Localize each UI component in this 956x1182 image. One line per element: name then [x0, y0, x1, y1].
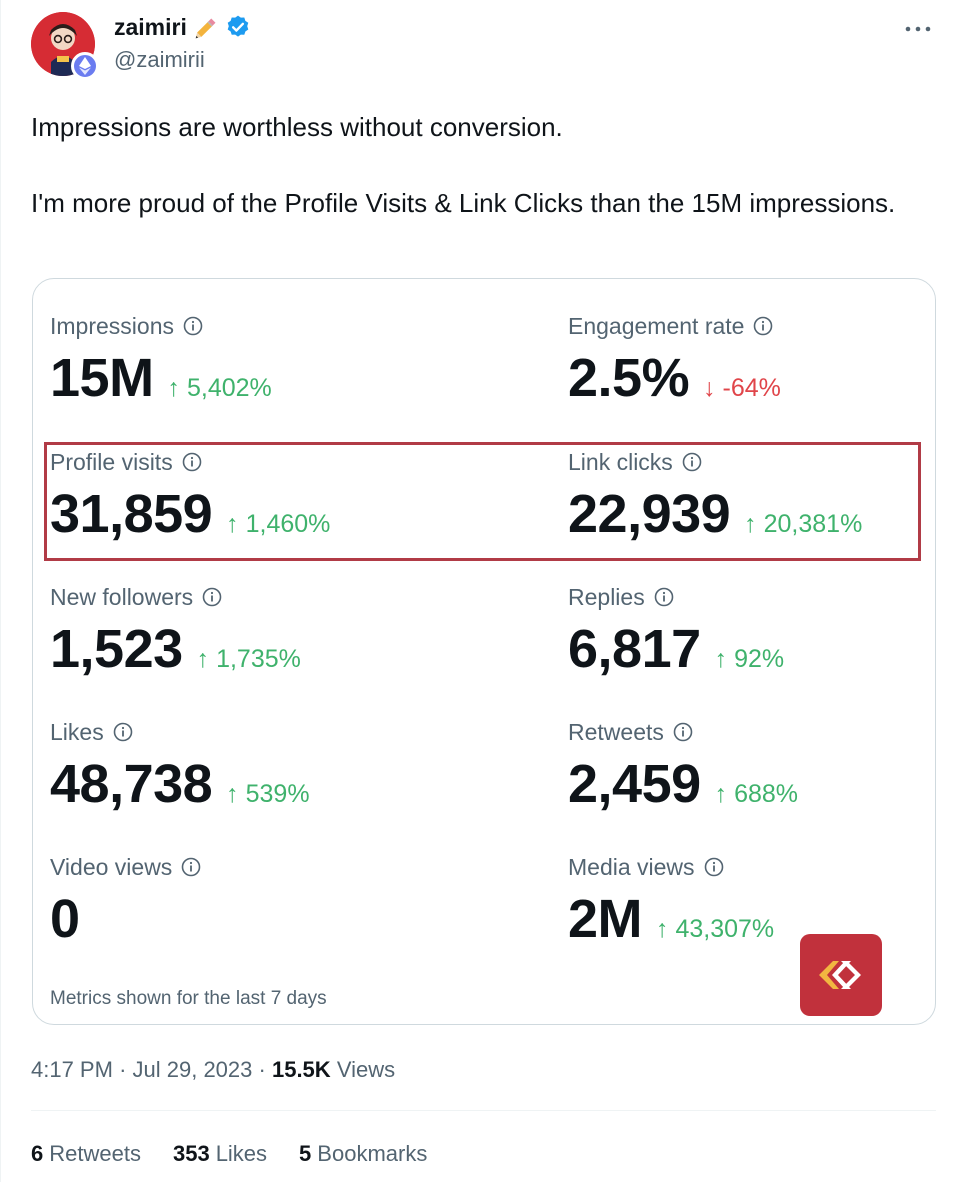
- likes-label: Likes: [215, 1141, 268, 1166]
- metric-label: Media views: [568, 854, 695, 880]
- metric-label: New followers: [50, 584, 194, 610]
- engagement-stats: 6 Retweets 353 Likes 5 Bookmarks: [31, 1140, 459, 1168]
- metric-change: ↑ 43,307%: [656, 915, 775, 943]
- more-horizontal-icon: [905, 26, 931, 32]
- tweet-time[interactable]: 4:17 PM: [31, 1057, 113, 1082]
- metric-change: ↑ 688%: [714, 780, 799, 808]
- divider: [31, 1110, 936, 1111]
- metric-value: 0: [50, 889, 80, 949]
- info-icon[interactable]: [753, 316, 773, 336]
- metrics-footnote: Metrics shown for the last 7 days: [50, 988, 327, 1009]
- metric-value: 6,817: [568, 619, 701, 679]
- separator-dot: ·: [119, 1057, 133, 1082]
- metric-value: 22,939: [568, 484, 731, 544]
- author-name-row[interactable]: zaimiri: [114, 12, 251, 42]
- metric-change: ↑ 1,735%: [196, 645, 301, 673]
- metric-label: Impressions: [50, 313, 174, 339]
- separator-dot: ·: [258, 1057, 272, 1082]
- retweets-label: Retweets: [49, 1141, 141, 1166]
- retweets-count: 6: [31, 1141, 44, 1166]
- metric-engagement-rate: Engagement rate 2.5% ↓ -64%: [568, 311, 935, 409]
- metric-change: ↑ 92%: [714, 645, 785, 673]
- info-icon[interactable]: [673, 722, 693, 742]
- metric-likes: Likes 48,738 ↑ 539%: [50, 717, 470, 815]
- tweet-text-line-2: I'm more proud of the Profile Visits & L…: [31, 188, 896, 218]
- bookmarks-label: Bookmarks: [317, 1141, 428, 1166]
- metric-value: 1,523: [50, 619, 183, 679]
- info-icon[interactable]: [113, 722, 133, 742]
- metric-label: Link clicks: [568, 449, 673, 475]
- info-icon[interactable]: [654, 587, 674, 607]
- metric-label: Profile visits: [50, 449, 173, 475]
- metric-value: 48,738: [50, 754, 213, 814]
- ethereum-icon: [71, 52, 99, 80]
- tweet-date[interactable]: Jul 29, 2023: [132, 1057, 253, 1082]
- avatar[interactable]: [31, 12, 99, 80]
- more-options-button[interactable]: [898, 14, 938, 44]
- verified-badge-icon: [227, 15, 249, 37]
- views-count: 15.5K: [271, 1057, 331, 1082]
- info-icon[interactable]: [704, 857, 724, 877]
- display-name[interactable]: zaimiri: [114, 14, 187, 40]
- info-icon[interactable]: [181, 857, 201, 877]
- handle[interactable]: @zaimirii: [114, 47, 205, 72]
- bookmarks-count: 5: [299, 1141, 312, 1166]
- metric-link-clicks: Link clicks 22,939 ↑ 20,381%: [568, 447, 935, 545]
- pencil-icon: [195, 18, 216, 39]
- info-icon[interactable]: [682, 452, 702, 472]
- metric-video-views: Video views 0: [50, 852, 470, 950]
- metric-change: ↑ 5,402%: [167, 374, 272, 402]
- views-label: Views: [336, 1057, 396, 1082]
- left-border: [0, 0, 1, 1182]
- metric-value: 31,859: [50, 484, 213, 544]
- metric-new-followers: New followers 1,523 ↑ 1,735%: [50, 582, 470, 680]
- tweet-text: Impressions are worthless without conver…: [31, 108, 911, 222]
- metric-change: ↑ 539%: [226, 780, 310, 808]
- chevron-logo-icon: [800, 934, 882, 1016]
- bookmarks-stat[interactable]: 5 Bookmarks: [299, 1140, 427, 1168]
- metric-label: Likes: [50, 719, 104, 745]
- metric-media-views: Media views 2M ↑ 43,307%: [568, 852, 935, 950]
- metric-retweets: Retweets 2,459 ↑ 688%: [568, 717, 935, 815]
- info-icon[interactable]: [202, 587, 222, 607]
- metric-value: 2M: [568, 889, 643, 949]
- metric-value: 2.5%: [568, 348, 690, 408]
- metric-label: Video views: [50, 854, 173, 880]
- metric-replies: Replies 6,817 ↑ 92%: [568, 582, 935, 680]
- metric-impressions: Impressions 15M ↑ 5,402%: [50, 311, 470, 409]
- metric-value: 2,459: [568, 754, 701, 814]
- info-icon[interactable]: [183, 316, 203, 336]
- metric-label: Engagement rate: [568, 313, 745, 339]
- metric-change: ↓ -64%: [703, 374, 781, 402]
- metric-label: Replies: [568, 584, 645, 610]
- info-icon[interactable]: [182, 452, 202, 472]
- metric-profile-visits: Profile visits 31,859 ↑ 1,460%: [50, 447, 470, 545]
- tweet-text-line-1: Impressions are worthless without conver…: [31, 112, 563, 142]
- metric-value: 15M: [50, 348, 154, 408]
- likes-count: 353: [172, 1141, 210, 1166]
- retweets-stat[interactable]: 6 Retweets: [31, 1140, 141, 1168]
- metrics-card[interactable]: Impressions 15M ↑ 5,402% Engagement rate …: [32, 278, 936, 1025]
- tweet-timestamp[interactable]: 4:17 PM · Jul 29, 2023 · 15.5K Views: [31, 1056, 395, 1084]
- likes-stat[interactable]: 353 Likes: [173, 1140, 267, 1168]
- metric-change: ↑ 20,381%: [744, 510, 863, 538]
- metric-label: Retweets: [568, 719, 664, 745]
- metric-change: ↑ 1,460%: [226, 510, 331, 538]
